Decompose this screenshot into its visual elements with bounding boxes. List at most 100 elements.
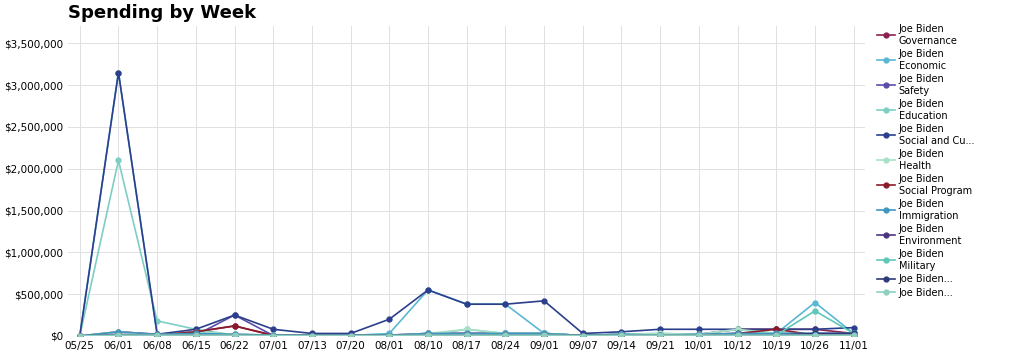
Joe Biden
Health: [731, 327, 743, 332]
Joe Biden
Governance: [306, 333, 318, 338]
Line: Joe Biden
Governance: Joe Biden Governance: [78, 323, 856, 338]
Joe Biden
Military: [577, 333, 589, 338]
Joe Biden
Governance: [344, 333, 356, 338]
Joe Biden
Environment: [189, 333, 202, 337]
Joe Biden
Social and Cu...: [654, 327, 667, 332]
Joe Biden...: [344, 333, 356, 338]
Joe Biden
Health: [538, 331, 550, 335]
Joe Biden
Health: [228, 332, 241, 337]
Joe Biden...: [306, 333, 318, 338]
Joe Biden
Social and Cu...: [267, 327, 280, 332]
Joe Biden
Economic: [151, 332, 163, 337]
Joe Biden
Environment: [422, 333, 434, 337]
Line: Joe Biden
Immigration: Joe Biden Immigration: [78, 329, 856, 338]
Joe Biden
Economic: [615, 332, 628, 337]
Legend: Joe Biden
Governance, Joe Biden
Economic, Joe Biden
Safety, Joe Biden
Education,: Joe Biden Governance, Joe Biden Economic…: [873, 20, 978, 301]
Joe Biden
Health: [809, 333, 821, 337]
Line: Joe Biden
Social Program: Joe Biden Social Program: [78, 323, 856, 338]
Joe Biden
Immigration: [500, 331, 512, 335]
Joe Biden
Social and Cu...: [615, 330, 628, 334]
Joe Biden
Education: [151, 319, 163, 323]
Joe Biden
Social Program: [267, 333, 280, 338]
Joe Biden
Immigration: [189, 331, 202, 335]
Joe Biden
Economic: [848, 331, 860, 335]
Joe Biden
Social and Cu...: [344, 331, 356, 335]
Joe Biden
Safety: [615, 332, 628, 337]
Joe Biden
Health: [189, 330, 202, 334]
Joe Biden
Environment: [383, 333, 395, 338]
Joe Biden
Economic: [189, 331, 202, 335]
Joe Biden
Health: [422, 331, 434, 335]
Joe Biden...: [461, 333, 473, 337]
Joe Biden
Safety: [770, 331, 782, 335]
Joe Biden
Military: [693, 333, 706, 337]
Joe Biden
Safety: [693, 332, 706, 337]
Joe Biden...: [461, 333, 473, 337]
Joe Biden
Governance: [654, 333, 667, 337]
Joe Biden
Social and Cu...: [770, 327, 782, 332]
Joe Biden
Military: [615, 333, 628, 337]
Joe Biden
Immigration: [577, 333, 589, 338]
Joe Biden
Immigration: [344, 333, 356, 338]
Joe Biden
Environment: [731, 333, 743, 337]
Joe Biden...: [577, 333, 589, 338]
Joe Biden
Governance: [422, 331, 434, 335]
Joe Biden
Safety: [267, 333, 280, 338]
Joe Biden
Health: [113, 330, 125, 334]
Joe Biden
Health: [74, 334, 86, 338]
Joe Biden
Social Program: [228, 324, 241, 328]
Joe Biden...: [228, 333, 241, 337]
Joe Biden
Military: [306, 333, 318, 338]
Joe Biden
Environment: [151, 333, 163, 337]
Line: Joe Biden
Education: Joe Biden Education: [78, 158, 856, 338]
Joe Biden
Education: [228, 333, 241, 337]
Joe Biden
Military: [500, 333, 512, 337]
Joe Biden
Environment: [848, 333, 860, 337]
Joe Biden...: [422, 333, 434, 337]
Joe Biden
Military: [113, 333, 125, 337]
Line: Joe Biden
Social and Cu...: Joe Biden Social and Cu...: [78, 70, 856, 338]
Joe Biden
Military: [422, 333, 434, 337]
Joe Biden
Social Program: [615, 333, 628, 337]
Joe Biden
Governance: [693, 332, 706, 337]
Joe Biden...: [267, 333, 280, 338]
Joe Biden...: [538, 333, 550, 337]
Joe Biden
Governance: [189, 330, 202, 334]
Joe Biden...: [538, 333, 550, 337]
Joe Biden
Military: [809, 309, 821, 313]
Joe Biden
Governance: [538, 331, 550, 335]
Joe Biden
Governance: [770, 327, 782, 332]
Joe Biden...: [189, 333, 202, 337]
Joe Biden
Social and Cu...: [228, 313, 241, 317]
Joe Biden
Military: [74, 334, 86, 338]
Joe Biden...: [383, 333, 395, 338]
Joe Biden
Health: [344, 333, 356, 338]
Joe Biden
Safety: [113, 332, 125, 337]
Joe Biden
Governance: [151, 332, 163, 337]
Joe Biden
Education: [383, 333, 395, 338]
Joe Biden
Governance: [383, 333, 395, 337]
Joe Biden
Environment: [770, 333, 782, 337]
Joe Biden
Safety: [189, 333, 202, 337]
Joe Biden
Education: [848, 333, 860, 337]
Joe Biden
Education: [731, 327, 743, 332]
Joe Biden
Social and Cu...: [189, 327, 202, 332]
Joe Biden...: [809, 333, 821, 337]
Joe Biden
Military: [538, 333, 550, 337]
Joe Biden
Economic: [809, 300, 821, 305]
Joe Biden
Economic: [461, 302, 473, 306]
Joe Biden
Safety: [422, 331, 434, 335]
Joe Biden
Immigration: [848, 331, 860, 335]
Joe Biden
Immigration: [74, 334, 86, 338]
Joe Biden...: [731, 333, 743, 337]
Joe Biden
Environment: [228, 333, 241, 337]
Joe Biden
Education: [809, 331, 821, 335]
Joe Biden
Immigration: [306, 333, 318, 338]
Joe Biden
Economic: [500, 302, 512, 306]
Joe Biden
Military: [770, 333, 782, 337]
Joe Biden
Governance: [731, 327, 743, 332]
Joe Biden
Social Program: [770, 327, 782, 332]
Joe Biden
Economic: [113, 70, 125, 75]
Joe Biden
Social and Cu...: [848, 326, 860, 330]
Joe Biden
Governance: [615, 332, 628, 337]
